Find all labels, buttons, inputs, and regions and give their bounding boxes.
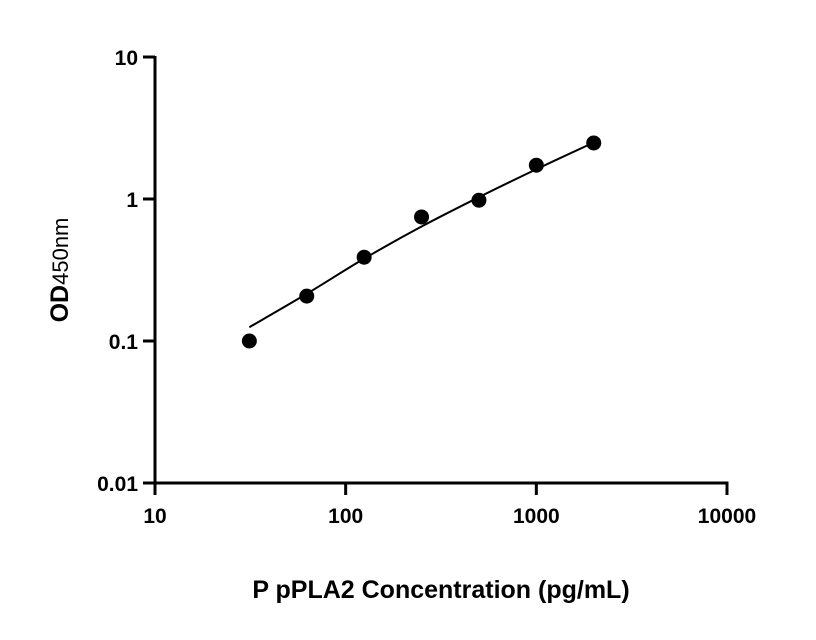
x-tick-label: 10 (143, 505, 166, 528)
y-tick-label: 1 (126, 189, 138, 212)
y-tick-label: 0.01 (97, 473, 138, 496)
y-tick-label: 0.1 (109, 331, 139, 354)
x-tick-label: 100 (328, 505, 363, 528)
data-point (414, 209, 430, 225)
y-tick-label: 10 (115, 47, 138, 70)
data-points (241, 135, 602, 349)
data-point (471, 192, 487, 208)
x-tick-label: 1000 (513, 505, 560, 528)
x-axis-title: P pPLA2 Concentration (pg/mL) (252, 576, 629, 604)
y-axis-title-main: OD (46, 285, 74, 323)
y-axis-title-sub: 450nm (48, 218, 73, 285)
y-axis-title: OD450nm (46, 218, 74, 323)
data-point (586, 135, 602, 151)
x-tick-label: 10000 (698, 505, 756, 528)
data-point (299, 288, 315, 304)
data-point (241, 333, 257, 349)
data-point (528, 157, 544, 173)
axes: 10 100 1000 10000 0.01 0.1 1 10 (97, 47, 756, 528)
data-point (356, 249, 372, 265)
